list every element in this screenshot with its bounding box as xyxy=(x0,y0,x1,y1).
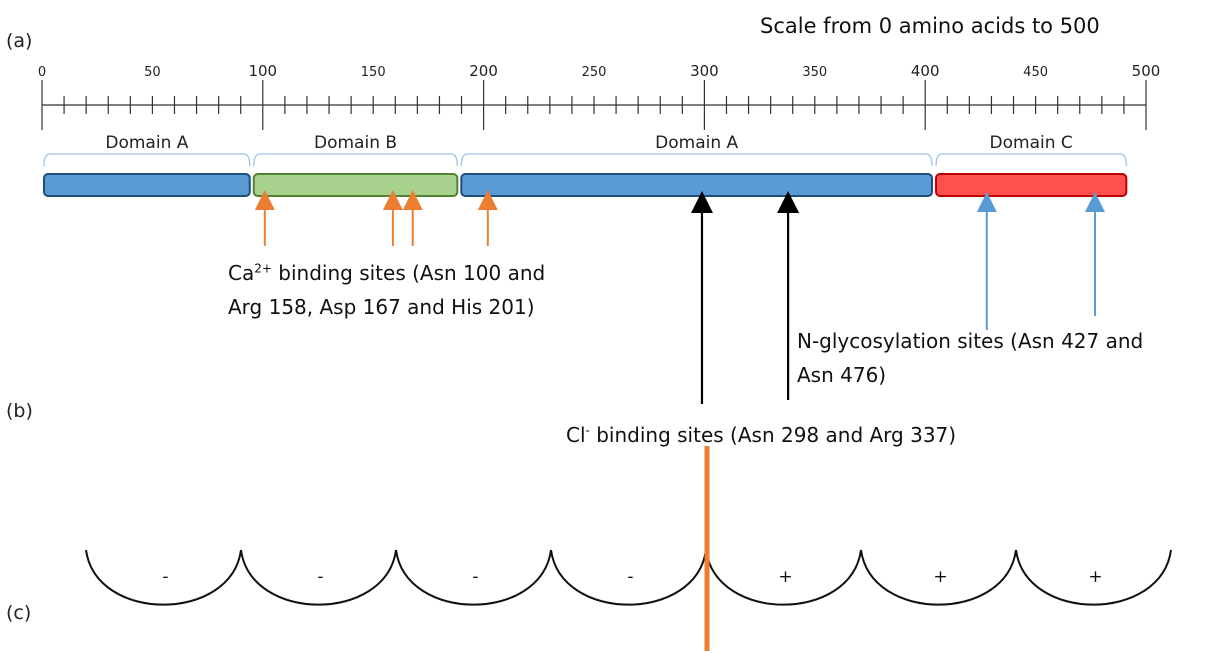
ruler-tick-label: 150 xyxy=(361,65,386,80)
charge-sign: + xyxy=(1088,567,1102,587)
ca-label-rest: binding sites (Asn 100 and xyxy=(271,261,546,285)
charge-cup xyxy=(860,549,1017,606)
ruler-tick-label: 0 xyxy=(38,65,46,80)
panel-label-c: (c) xyxy=(6,602,32,624)
charge-cup xyxy=(705,549,862,606)
ruler-tick-label: 450 xyxy=(1023,65,1048,80)
cl-label-rest: binding sites (Asn 298 and Arg 337) xyxy=(589,423,957,447)
ruler-tick-label: 200 xyxy=(469,62,498,80)
panel-label-a: (a) xyxy=(6,30,33,52)
domain-label: Domain A xyxy=(655,133,738,153)
charge-cup xyxy=(240,549,397,606)
glyco-label: N-glycosylation sites (Asn 427 and Asn 4… xyxy=(797,324,1143,392)
ruler-tick-label: 50 xyxy=(144,65,161,80)
domain-label: Domain B xyxy=(314,133,397,153)
charge-cup xyxy=(395,549,552,606)
domain-bracket xyxy=(935,153,1127,167)
domain-bar xyxy=(43,173,251,197)
glyco-label-line2: Asn 476) xyxy=(797,363,887,387)
charge-cup xyxy=(1015,549,1172,606)
ca-label-sup: 2+ xyxy=(254,261,272,276)
ruler-tick-label: 350 xyxy=(802,65,827,80)
cl-label-sup: - xyxy=(585,423,590,438)
domain-bracket xyxy=(253,153,458,167)
domain-bracket xyxy=(460,153,933,167)
charge-sign: - xyxy=(472,567,478,587)
domain-label: Domain C xyxy=(990,133,1073,153)
charge-sign: + xyxy=(778,567,792,587)
glyco-label-line1: N-glycosylation sites (Asn 427 and xyxy=(797,329,1144,353)
charge-cup xyxy=(85,549,242,606)
ruler-tick-label: 400 xyxy=(911,62,940,80)
ca-label-line2: Arg 158, Asp 167 and His 201) xyxy=(228,295,535,319)
ruler-tick-label: 250 xyxy=(582,65,607,80)
domain-bracket xyxy=(43,153,251,167)
scale-title: Scale from 0 amino acids to 500 xyxy=(760,14,1100,38)
charge-sign: - xyxy=(627,567,633,587)
charge-sign: - xyxy=(162,567,168,587)
ca-label-prefix: Ca xyxy=(228,261,255,285)
ca-binding-label: Ca2+ binding sites (Asn 100 and Arg 158,… xyxy=(228,256,545,324)
site-arrows xyxy=(254,190,1106,404)
scale-ruler: 0 50 100 150 200 250 300 350 400 450 500 xyxy=(38,62,1160,130)
charge-cup xyxy=(550,549,707,606)
domain-track: Domain A Domain B Domain A Domain C xyxy=(43,133,1128,197)
domain-bar xyxy=(252,173,459,197)
cl-binding-label: Cl- binding sites (Asn 298 and Arg 337) xyxy=(566,418,956,452)
panel-c-charge-diagram: - - - - + + + xyxy=(85,446,1172,651)
charge-sign: + xyxy=(933,567,947,587)
ruler-tick-label: 100 xyxy=(248,62,277,80)
cl-label-prefix: Cl xyxy=(566,423,586,447)
domain-label: Domain A xyxy=(105,133,188,153)
panel-label-b: (b) xyxy=(6,400,33,422)
ruler-tick-label: 300 xyxy=(690,62,719,80)
domain-bar xyxy=(460,173,934,197)
domain-bar xyxy=(935,173,1128,197)
charge-sign: - xyxy=(317,567,323,587)
ruler-tick-label: 500 xyxy=(1132,62,1161,80)
